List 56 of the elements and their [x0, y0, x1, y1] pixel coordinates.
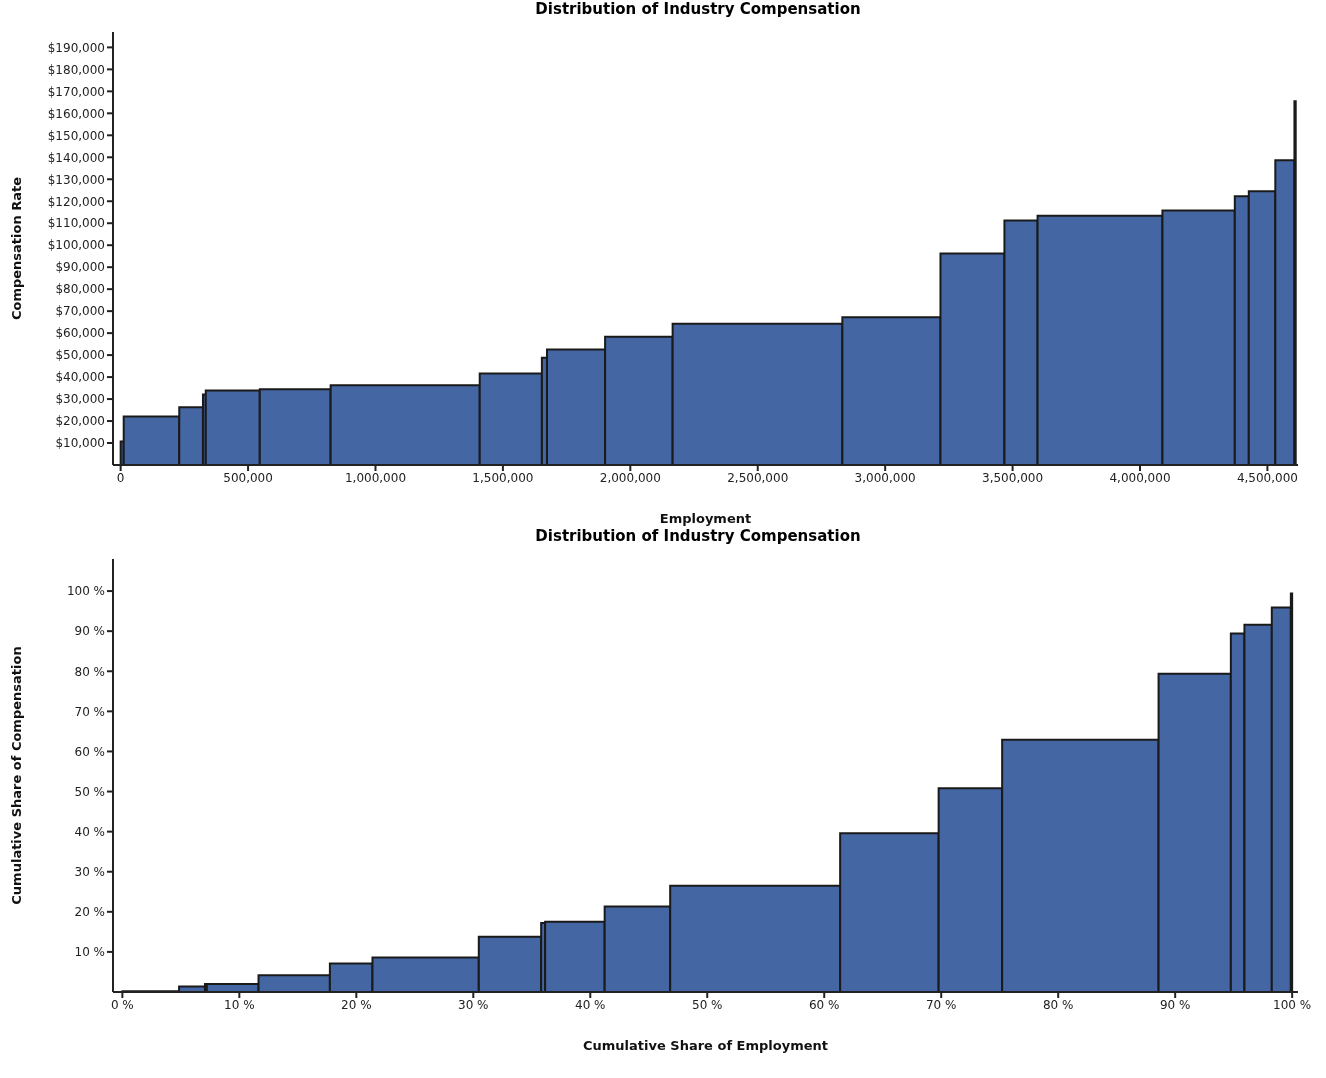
- x-tick-label: 1,500,000: [472, 470, 534, 485]
- x-tick-label: 0 %: [110, 997, 134, 1012]
- x-tick-label: 10 %: [224, 997, 255, 1012]
- chart-title: Distribution of Industry Compensation: [534, 527, 862, 547]
- x-tick-label: 40 %: [575, 997, 606, 1012]
- y-tick-label: $130,000: [47, 172, 105, 187]
- y-axis-title: Cumulative Share of Compensation: [8, 646, 24, 905]
- y-tick-label: $20,000: [55, 414, 105, 429]
- x-tick-label: 4,000,000: [1109, 470, 1171, 485]
- x-tick-label: 3,000,000: [854, 470, 916, 485]
- y-tick-label: $40,000: [55, 370, 105, 385]
- x-tick-label: 70 %: [925, 997, 957, 1012]
- x-tick-label: 2,500,000: [727, 470, 789, 485]
- x-tick-label: 500,000: [223, 470, 273, 485]
- x-tick-label: 60 %: [808, 997, 840, 1012]
- x-tick-label: 80 %: [1042, 997, 1074, 1012]
- y-tick-label: 80 %: [74, 664, 105, 679]
- x-axis-title: Cumulative Share of Employment: [583, 1038, 828, 1053]
- x-tick-label: 50 %: [692, 997, 723, 1012]
- y-tick-label: $120,000: [47, 194, 105, 209]
- y-tick-label: 30 %: [74, 864, 105, 879]
- y-tick-label: $140,000: [47, 150, 105, 165]
- y-tick-label: $180,000: [47, 62, 105, 77]
- y-tick-label: $60,000: [55, 326, 105, 341]
- y-tick-label: $80,000: [55, 282, 105, 297]
- x-tick-label: 30 %: [458, 997, 489, 1012]
- y-tick-label: $160,000: [47, 106, 105, 121]
- y-tick-label: $10,000: [55, 436, 105, 451]
- y-tick-label: $90,000: [55, 260, 105, 275]
- y-tick-label: $190,000: [47, 40, 105, 55]
- x-tick-label: 3,500,000: [982, 470, 1044, 485]
- y-axis-title: Compensation Rate: [8, 176, 24, 321]
- y-tick-label: $150,000: [47, 128, 105, 143]
- y-tick-label: 90 %: [74, 624, 105, 639]
- y-tick-label: 50 %: [74, 784, 105, 799]
- y-tick-label: $100,000: [47, 238, 105, 253]
- y-tick-label: 60 %: [74, 744, 105, 759]
- y-tick-label: 20 %: [74, 905, 105, 920]
- y-tick-label: $170,000: [47, 84, 105, 99]
- x-tick-label: 4,500,000: [1236, 470, 1298, 485]
- y-tick-label: 70 %: [74, 704, 105, 719]
- chart-title: Distribution of Industry Compensation: [534, 0, 862, 20]
- x-tick-label: 90 %: [1159, 997, 1191, 1012]
- y-tick-label: 40 %: [74, 824, 105, 839]
- y-tick-label: 100 %: [66, 584, 105, 599]
- x-tick-label: 1,000,000: [344, 470, 407, 485]
- x-tick-label: 0: [116, 470, 125, 485]
- y-tick-label: $50,000: [55, 348, 105, 363]
- y-tick-label: $110,000: [47, 216, 105, 231]
- y-tick-label: $70,000: [55, 304, 105, 319]
- y-tick-label: 10 %: [74, 945, 105, 960]
- x-tick-label: 20 %: [341, 997, 372, 1012]
- x-axis-title: Employment: [659, 511, 752, 526]
- x-tick-label: 100 %: [1273, 997, 1312, 1012]
- x-tick-label: 2,000,000: [599, 470, 661, 485]
- y-tick-label: $30,000: [55, 392, 105, 407]
